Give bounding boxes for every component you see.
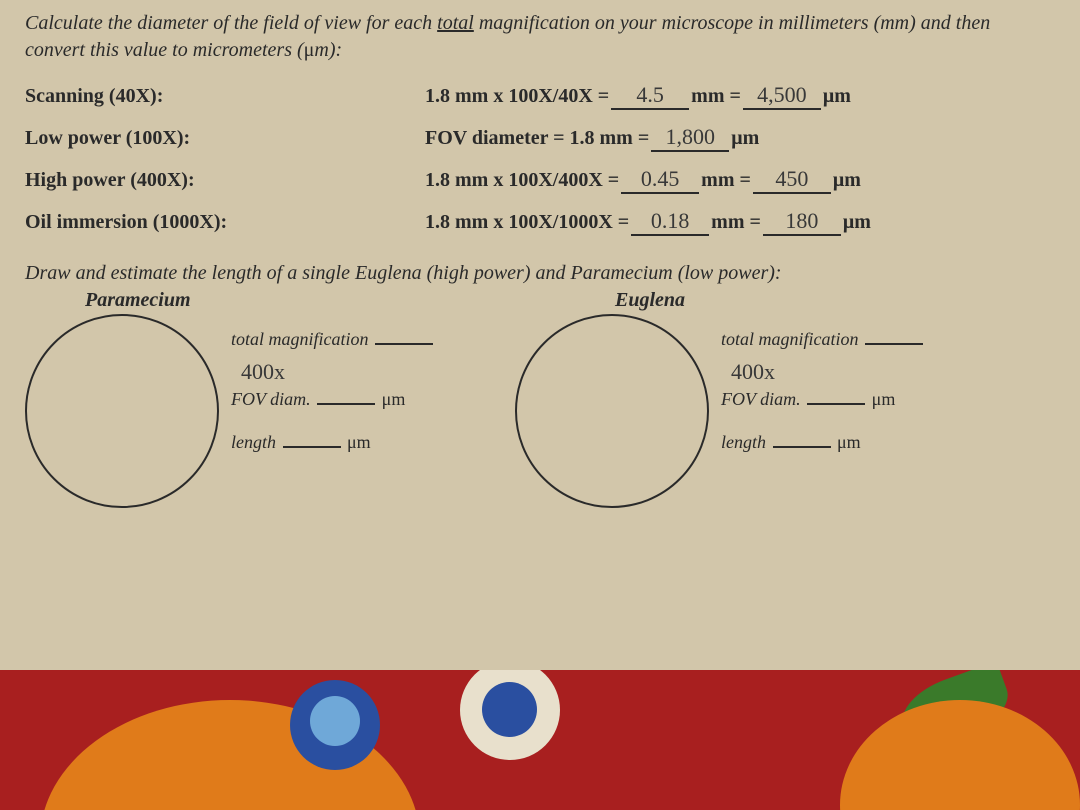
instructions: Calculate the diameter of the field of v… xyxy=(25,10,1055,64)
paramecium-circle[interactable] xyxy=(25,314,219,508)
organisms-row: Paramecium total magnification 400x FOV … xyxy=(25,289,1055,508)
um-unit: μm xyxy=(731,127,759,150)
row-oil: Oil immersion (1000X): 1.8 mm x 100X/100… xyxy=(25,208,1055,236)
len-unit: μm xyxy=(837,432,861,452)
expr-prefix: 1.8 mm x 100X/40X = xyxy=(425,85,609,108)
tablecloth-blue-center xyxy=(310,696,360,746)
scanning-mm-blank[interactable]: 4.5 xyxy=(611,82,689,110)
paramecium-fov-blank[interactable] xyxy=(317,403,375,405)
paramecium-fields: total magnification 400x FOV diam. μm le… xyxy=(231,326,435,456)
scanning-um-blank[interactable]: 4,500 xyxy=(743,82,821,110)
row-scanning: Scanning (40X): 1.8 mm x 100X/40X = 4.5 … xyxy=(25,82,1055,110)
mm-unit: mm = xyxy=(711,211,761,234)
len-unit: μm xyxy=(347,432,371,452)
tablecloth-orange-blob2 xyxy=(840,700,1080,810)
euglena-len-blank[interactable] xyxy=(773,446,831,448)
euglena-title: Euglena xyxy=(615,289,925,312)
expr-scanning: 1.8 mm x 100X/40X = 4.5 mm = 4,500 μm xyxy=(425,82,851,110)
paramecium-block: Paramecium total magnification 400x FOV … xyxy=(25,289,435,508)
high-mm-blank[interactable]: 0.45 xyxy=(621,166,699,194)
high-um-blank[interactable]: 450 xyxy=(753,166,831,194)
um-unit: μm xyxy=(833,169,861,192)
section2-instructions: Draw and estimate the length of a single… xyxy=(25,262,1055,285)
expr-oil: 1.8 mm x 100X/1000X = 0.18 mm = 180 μm xyxy=(425,208,871,236)
fov-label: FOV diam. xyxy=(231,389,311,409)
um-unit: μm xyxy=(843,211,871,234)
expr-prefix: 1.8 mm x 100X/1000X = xyxy=(425,211,629,234)
fov-unit: μm xyxy=(872,389,896,409)
mag-label: total magnification xyxy=(231,329,369,349)
tablecloth-background xyxy=(0,670,1080,810)
paramecium-title: Paramecium xyxy=(85,289,435,312)
tablecloth-blue-center2 xyxy=(482,682,537,737)
label-high: High power (400X): xyxy=(25,169,425,192)
worksheet-paper: Calculate the diameter of the field of v… xyxy=(0,0,1080,670)
len-label: length xyxy=(721,432,766,452)
paramecium-mag-blank[interactable] xyxy=(375,343,433,345)
euglena-fov-note: 400x xyxy=(731,355,925,388)
label-low: Low power (100X): xyxy=(25,127,425,150)
expr-prefix: FOV diameter = 1.8 mm = xyxy=(425,127,649,150)
mm-unit: mm = xyxy=(691,85,741,108)
paramecium-fov-note: 400x xyxy=(241,355,435,388)
euglena-block: Euglena total magnification 400x FOV dia… xyxy=(515,289,925,508)
len-label: length xyxy=(231,432,276,452)
euglena-circle[interactable] xyxy=(515,314,709,508)
fov-unit: μm xyxy=(382,389,406,409)
euglena-fields: total magnification 400x FOV diam. μm le… xyxy=(721,326,925,456)
paramecium-len-blank[interactable] xyxy=(283,446,341,448)
label-scanning: Scanning (40X): xyxy=(25,85,425,108)
row-low: Low power (100X): FOV diameter = 1.8 mm … xyxy=(25,124,1055,152)
oil-um-blank[interactable]: 180 xyxy=(763,208,841,236)
row-high: High power (400X): 1.8 mm x 100X/400X = … xyxy=(25,166,1055,194)
label-oil: Oil immersion (1000X): xyxy=(25,211,425,234)
euglena-fov-blank[interactable] xyxy=(807,403,865,405)
low-um-blank[interactable]: 1,800 xyxy=(651,124,729,152)
euglena-mag-blank[interactable] xyxy=(865,343,923,345)
mag-label: total magnification xyxy=(721,329,859,349)
underlined-word: total xyxy=(437,12,474,34)
um-unit: μm xyxy=(823,85,851,108)
expr-low: FOV diameter = 1.8 mm = 1,800 μm xyxy=(425,124,759,152)
fov-label: FOV diam. xyxy=(721,389,801,409)
mm-unit: mm = xyxy=(701,169,751,192)
oil-mm-blank[interactable]: 0.18 xyxy=(631,208,709,236)
expr-high: 1.8 mm x 100X/400X = 0.45 mm = 450 μm xyxy=(425,166,861,194)
expr-prefix: 1.8 mm x 100X/400X = xyxy=(425,169,619,192)
